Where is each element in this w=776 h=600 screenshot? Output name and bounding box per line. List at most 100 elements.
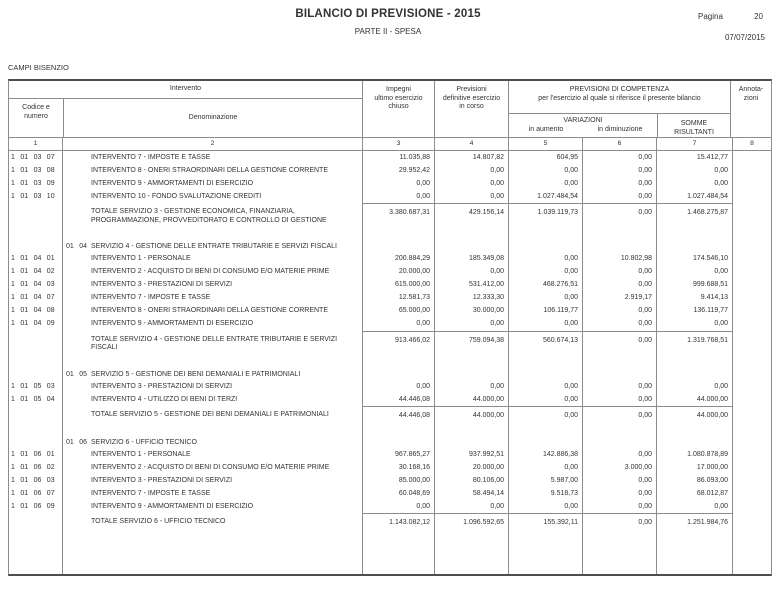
row-code: 1 01 04 03: [9, 278, 63, 292]
row-annotation-cell: [733, 461, 771, 474]
row-value-in-aumento: 0,00: [509, 380, 583, 393]
row-value-impegni: 30.168,16: [363, 461, 435, 474]
row-value-previsioni: 12.333,30: [435, 291, 509, 305]
row-value-in-diminuzione: 0,00: [583, 304, 657, 318]
row-value-previsioni: 58.494,14: [435, 487, 509, 500]
row-value-impegni: 913.466,02: [363, 330, 435, 366]
row-service-code: 01 05: [66, 370, 88, 378]
row-value-previsioni: 30.000,00: [435, 304, 509, 318]
row-label: TOTALE SERVIZIO 6 - UFFICIO TECNICO: [91, 518, 226, 525]
row-value-previsioni: 0,00: [435, 317, 509, 331]
row-code: 1 01 06 01: [9, 448, 63, 461]
row-value-impegni: 29.952,42: [363, 164, 435, 177]
table-row: 01 06 SERVIZIO 6 - UFFICIO TECNICO: [9, 433, 771, 448]
row-value-impegni: 200.884,29: [363, 252, 435, 266]
row-value-in-aumento: 5.987,00: [509, 474, 583, 487]
row-label: INTERVENTO 10 - FONDO SVALUTAZIONE CREDI…: [91, 192, 262, 200]
row-code: [9, 513, 63, 541]
row-service-code: 01 06: [66, 438, 88, 446]
row-value-in-diminuzione: 0,00: [583, 500, 657, 513]
row-denomination-cell: INTERVENTO 10 - FONDO SVALUTAZIONE CREDI…: [63, 190, 363, 203]
table-row: 1 01 03 07 INTERVENTO 7 - IMPOSTE E TASS…: [9, 151, 771, 164]
row-annotation-cell: [733, 190, 771, 203]
row-label: INTERVENTO 4 - UTILIZZO DI BENI DI TERZI: [91, 395, 238, 403]
row-label: INTERVENTO 9 - AMMORTAMENTI DI ESERCIZIO: [91, 320, 254, 327]
col-header-intervento: Intervento: [9, 81, 362, 99]
row-denomination-cell: INTERVENTO 7 - IMPOSTE E TASSE: [63, 151, 363, 164]
table-row: 1 01 06 03 INTERVENTO 3 - PRESTAZIONI DI…: [9, 474, 771, 487]
column-number: 5: [509, 138, 583, 150]
column-number: 3: [363, 138, 435, 150]
row-denomination-cell: INTERVENTO 3 - PRESTAZIONI DI SERVIZI: [63, 278, 363, 292]
row-value-impegni: 0,00: [363, 190, 435, 203]
row-value-in-aumento: 1.039.119,73: [509, 203, 583, 238]
row-code: 1 01 03 10: [9, 190, 63, 203]
row-value-previsioni: 80.106,00: [435, 474, 509, 487]
table-row: 1 01 04 09 INTERVENTO 9 - AMMORTAMENTI D…: [9, 317, 771, 331]
row-label: INTERVENTO 2 - ACQUISTO DI BENI DI CONSU…: [91, 463, 330, 471]
table-row: TOTALE SERVIZIO 6 - UFFICIO TECNICO 1.14…: [9, 513, 771, 541]
row-code: 1 01 06 09: [9, 500, 63, 513]
row-value-impegni: [363, 238, 435, 253]
row-label: INTERVENTO 3 - PRESTAZIONI DI SERVIZI: [91, 382, 233, 390]
row-value-previsioni: [435, 238, 509, 253]
row-value-somme: 86.093,00: [657, 474, 733, 487]
row-annotation-cell: [733, 177, 771, 190]
row-value-somme: 1.468.275,87: [657, 203, 733, 238]
row-code: [9, 203, 63, 238]
table-row: 1 01 03 09 INTERVENTO 9 - AMMORTAMENTI D…: [9, 177, 771, 190]
row-annotation-cell: [733, 164, 771, 177]
table-row: 1 01 05 04 INTERVENTO 4 - UTILIZZO DI BE…: [9, 393, 771, 406]
row-annotation-cell: [733, 331, 771, 366]
row-value-in-diminuzione: 0,00: [583, 406, 657, 434]
table-row: 1 01 04 03 INTERVENTO 3 - PRESTAZIONI DI…: [9, 278, 771, 292]
row-value-previsioni: 44.000,00: [435, 406, 509, 434]
row-annotation-cell: [733, 500, 771, 513]
row-value-somme: 174.546,10: [657, 252, 733, 266]
row-value-somme: 0,00: [657, 317, 733, 331]
row-value-somme: [657, 238, 733, 253]
row-value-somme: 44.000,00: [657, 406, 733, 434]
row-denomination-cell: INTERVENTO 3 - PRESTAZIONI DI SERVIZI: [63, 380, 363, 393]
row-label: INTERVENTO 8 - ONERI STRAORDINARI DELLA …: [91, 166, 329, 174]
row-annotation-cell: [733, 406, 771, 434]
row-value-in-diminuzione: 0,00: [583, 317, 657, 331]
col-header-annotazioni: Annota- zioni: [738, 86, 764, 102]
table-row: 1 01 06 07 INTERVENTO 7 - IMPOSTE E TASS…: [9, 487, 771, 500]
table-row: 1 01 05 03 INTERVENTO 3 - PRESTAZIONI DI…: [9, 380, 771, 393]
row-value-previsioni: 44.000,00: [435, 393, 509, 406]
table-row: 1 01 06 01 INTERVENTO 1 - PERSONALE 967.…: [9, 448, 771, 461]
row-value-impegni: 85.000,00: [363, 474, 435, 487]
col-header-codice-numero: Codice e numero: [9, 99, 64, 137]
row-value-previsioni: 0,00: [435, 177, 509, 190]
row-code: 1 01 05 04: [9, 393, 63, 406]
row-value-somme: 0,00: [657, 500, 733, 513]
entity-name: CAMPI BISENZIO: [8, 63, 69, 72]
row-denomination-cell: INTERVENTO 1 - PERSONALE: [63, 252, 363, 266]
row-value-impegni: 12.581,73: [363, 291, 435, 305]
row-value-in-aumento: 604,95: [509, 151, 583, 164]
row-label: SERVIZIO 6 - UFFICIO TECNICO: [91, 438, 197, 446]
row-value-somme: 9.414,13: [657, 291, 733, 305]
variazioni-label: VARIAZIONI: [563, 117, 603, 124]
row-value-somme: 0,00: [657, 265, 733, 279]
row-label: INTERVENTO 7 - IMPOSTE E TASSE: [91, 489, 211, 497]
row-annotation-cell: [733, 292, 771, 305]
row-label: INTERVENTO 7 - IMPOSTE E TASSE: [91, 294, 211, 301]
row-value-in-diminuzione: 0,00: [583, 513, 657, 541]
row-value-somme: [657, 433, 733, 448]
row-value-in-aumento: 560.674,13: [509, 330, 583, 366]
row-annotation-cell: [733, 203, 771, 238]
column-number: 4: [435, 138, 509, 150]
row-value-impegni: 0,00: [363, 380, 435, 393]
row-denomination-cell: 01 04 SERVIZIO 4 - GESTIONE DELLE ENTRAT…: [63, 238, 363, 253]
row-value-in-aumento: 142.886,38: [509, 448, 583, 461]
row-value-previsioni: 937.992,51: [435, 448, 509, 461]
row-value-previsioni: [435, 433, 509, 448]
row-code: [9, 330, 63, 366]
row-label: INTERVENTO 1 - PERSONALE: [91, 450, 191, 458]
row-value-previsioni: 0,00: [435, 265, 509, 279]
row-value-in-diminuzione: [583, 238, 657, 253]
row-value-impegni: 11.035,88: [363, 151, 435, 164]
